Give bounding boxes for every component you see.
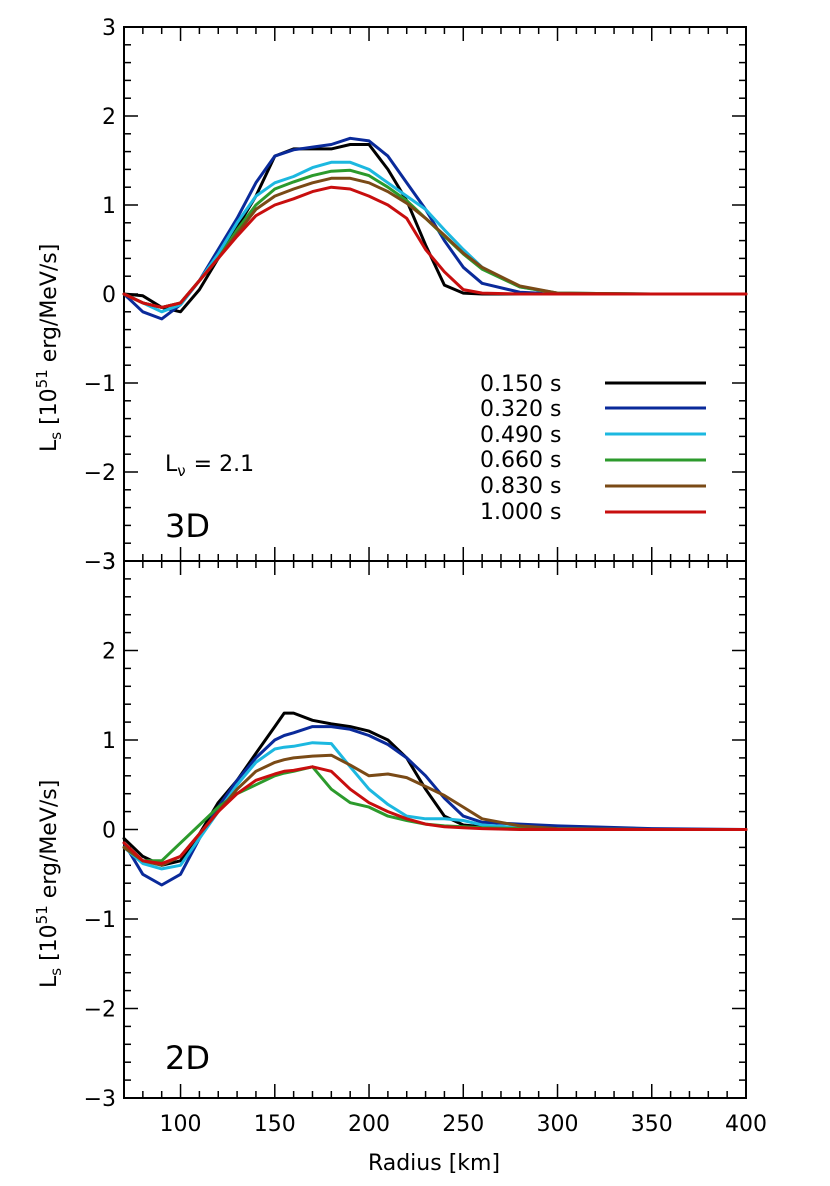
y-tick-label: −2 bbox=[84, 461, 116, 486]
x-tick-label: 250 bbox=[442, 1112, 484, 1137]
ylabel-main: L bbox=[37, 439, 62, 452]
y-tick-label: 2 bbox=[102, 640, 116, 665]
x-tick-label: 150 bbox=[254, 1112, 296, 1137]
ylabel-sup: 51 bbox=[33, 905, 51, 924]
y-axis-label-bottom: Ls [1051 erg/MeV/s] bbox=[33, 780, 65, 988]
ylabel-part-a: [10 bbox=[37, 924, 62, 968]
y-tick-label: 1 bbox=[102, 194, 116, 219]
ylabel-sup: 51 bbox=[33, 369, 51, 388]
legend-label: 0.830 s bbox=[480, 474, 561, 499]
x-tick-label: 100 bbox=[160, 1112, 202, 1137]
y-tick-label: 1 bbox=[102, 729, 116, 754]
y-tick-label: −3 bbox=[84, 550, 116, 575]
panel-label-3d: 3D bbox=[165, 507, 210, 545]
y-tick-label: 0 bbox=[102, 819, 116, 844]
annotation-luminosity: Lν = 2.1 bbox=[165, 452, 254, 480]
annotation-rest: = 2.1 bbox=[194, 452, 254, 477]
legend-label: 0.150 s bbox=[480, 372, 561, 397]
ylabel-sub: s bbox=[47, 432, 65, 440]
y-tick-label: −1 bbox=[84, 908, 116, 933]
y-tick-label: −3 bbox=[84, 1087, 116, 1112]
series-line-1000 bbox=[122, 185, 748, 309]
ylabel-part-b: erg/MeV/s] bbox=[37, 780, 62, 906]
legend-label: 0.660 s bbox=[480, 448, 561, 473]
y-tick-label: −2 bbox=[84, 998, 116, 1023]
text-layer: 3D Lν = 2.1 Ls [1051 erg/MeV/s] 0.150 s 0… bbox=[33, 244, 706, 1176]
annotation-main: L bbox=[165, 452, 178, 477]
series-line-0490 bbox=[122, 741, 748, 871]
series-line-1000 bbox=[122, 765, 748, 865]
panel-label-2d: 2D bbox=[165, 1039, 210, 1077]
series-layer bbox=[122, 136, 748, 887]
y-tick-label: 3 bbox=[102, 16, 116, 41]
x-tick-label: 300 bbox=[537, 1112, 579, 1137]
ylabel-part-b: erg/MeV/s] bbox=[37, 244, 62, 370]
ylabel-main: L bbox=[37, 975, 62, 988]
y-axis-label-top: Ls [1051 erg/MeV/s] bbox=[33, 244, 65, 452]
legend-label: 0.490 s bbox=[480, 423, 561, 448]
series-line-0320 bbox=[122, 725, 748, 887]
legend-label: 1.000 s bbox=[480, 500, 561, 525]
annotation-sub: ν bbox=[177, 462, 185, 480]
series-line-0490 bbox=[122, 160, 748, 314]
x-tick-label: 200 bbox=[348, 1112, 390, 1137]
legend: 0.150 s 0.320 s 0.490 s 0.660 s 0.830 s … bbox=[480, 372, 706, 525]
series-line-0830 bbox=[122, 176, 748, 309]
x-tick-label: 400 bbox=[725, 1112, 767, 1137]
x-axis-label: Radius [km] bbox=[368, 1151, 500, 1176]
ylabel-sub: s bbox=[47, 968, 65, 976]
y-tick-label: −1 bbox=[84, 372, 116, 397]
legend-label: 0.320 s bbox=[480, 397, 561, 422]
series-line-0660 bbox=[122, 168, 748, 309]
y-tick-label: 3 bbox=[102, 550, 116, 575]
y-tick-label: 0 bbox=[102, 283, 116, 308]
ylabel-part-a: [10 bbox=[37, 388, 62, 432]
y-tick-label: 2 bbox=[102, 105, 116, 130]
x-tick-label: 350 bbox=[631, 1112, 673, 1137]
